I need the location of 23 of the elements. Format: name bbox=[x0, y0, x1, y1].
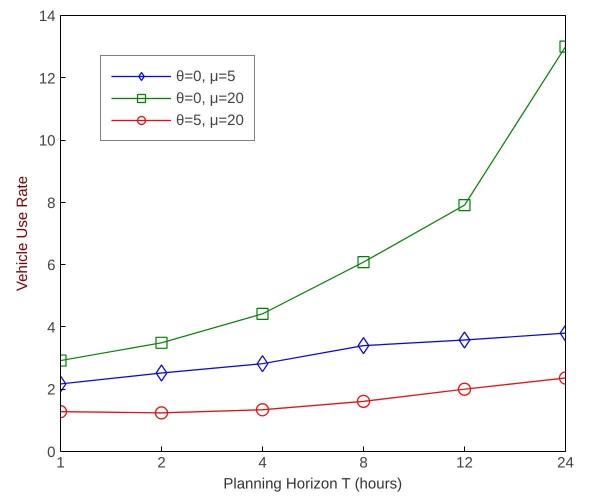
y-tick-label: 10 bbox=[38, 132, 56, 150]
y-tick-label: 14 bbox=[38, 8, 56, 25]
point bbox=[256, 403, 270, 416]
x-tick-label: 12 bbox=[456, 454, 473, 472]
x-tick-label: 1 bbox=[56, 454, 65, 472]
y-tick-label: 2 bbox=[47, 382, 56, 399]
y-tick-label: 8 bbox=[47, 194, 56, 212]
legend-label: θ=5, μ=20 bbox=[176, 112, 244, 128]
y-tick-label: 0 bbox=[47, 444, 56, 461]
x-tick-label: 4 bbox=[258, 454, 267, 472]
x-tick-label: 24 bbox=[557, 454, 574, 472]
y-axis-title: Vehicle Use Rate bbox=[14, 176, 31, 292]
y-tick-label: 4 bbox=[47, 319, 56, 336]
legend-label: θ=0, μ=20 bbox=[176, 90, 244, 106]
x-tick-label: 2 bbox=[157, 454, 166, 472]
x-tick-label: 8 bbox=[359, 454, 368, 472]
y-tick-label: 12 bbox=[38, 70, 56, 88]
legend-label: θ=0, μ=5 bbox=[176, 68, 236, 84]
point bbox=[256, 308, 269, 320]
point bbox=[357, 256, 370, 268]
point bbox=[356, 394, 370, 408]
y-tick-label: 6 bbox=[47, 257, 56, 274]
x-axis-title: Planning Horizon T (hours) bbox=[223, 476, 402, 492]
